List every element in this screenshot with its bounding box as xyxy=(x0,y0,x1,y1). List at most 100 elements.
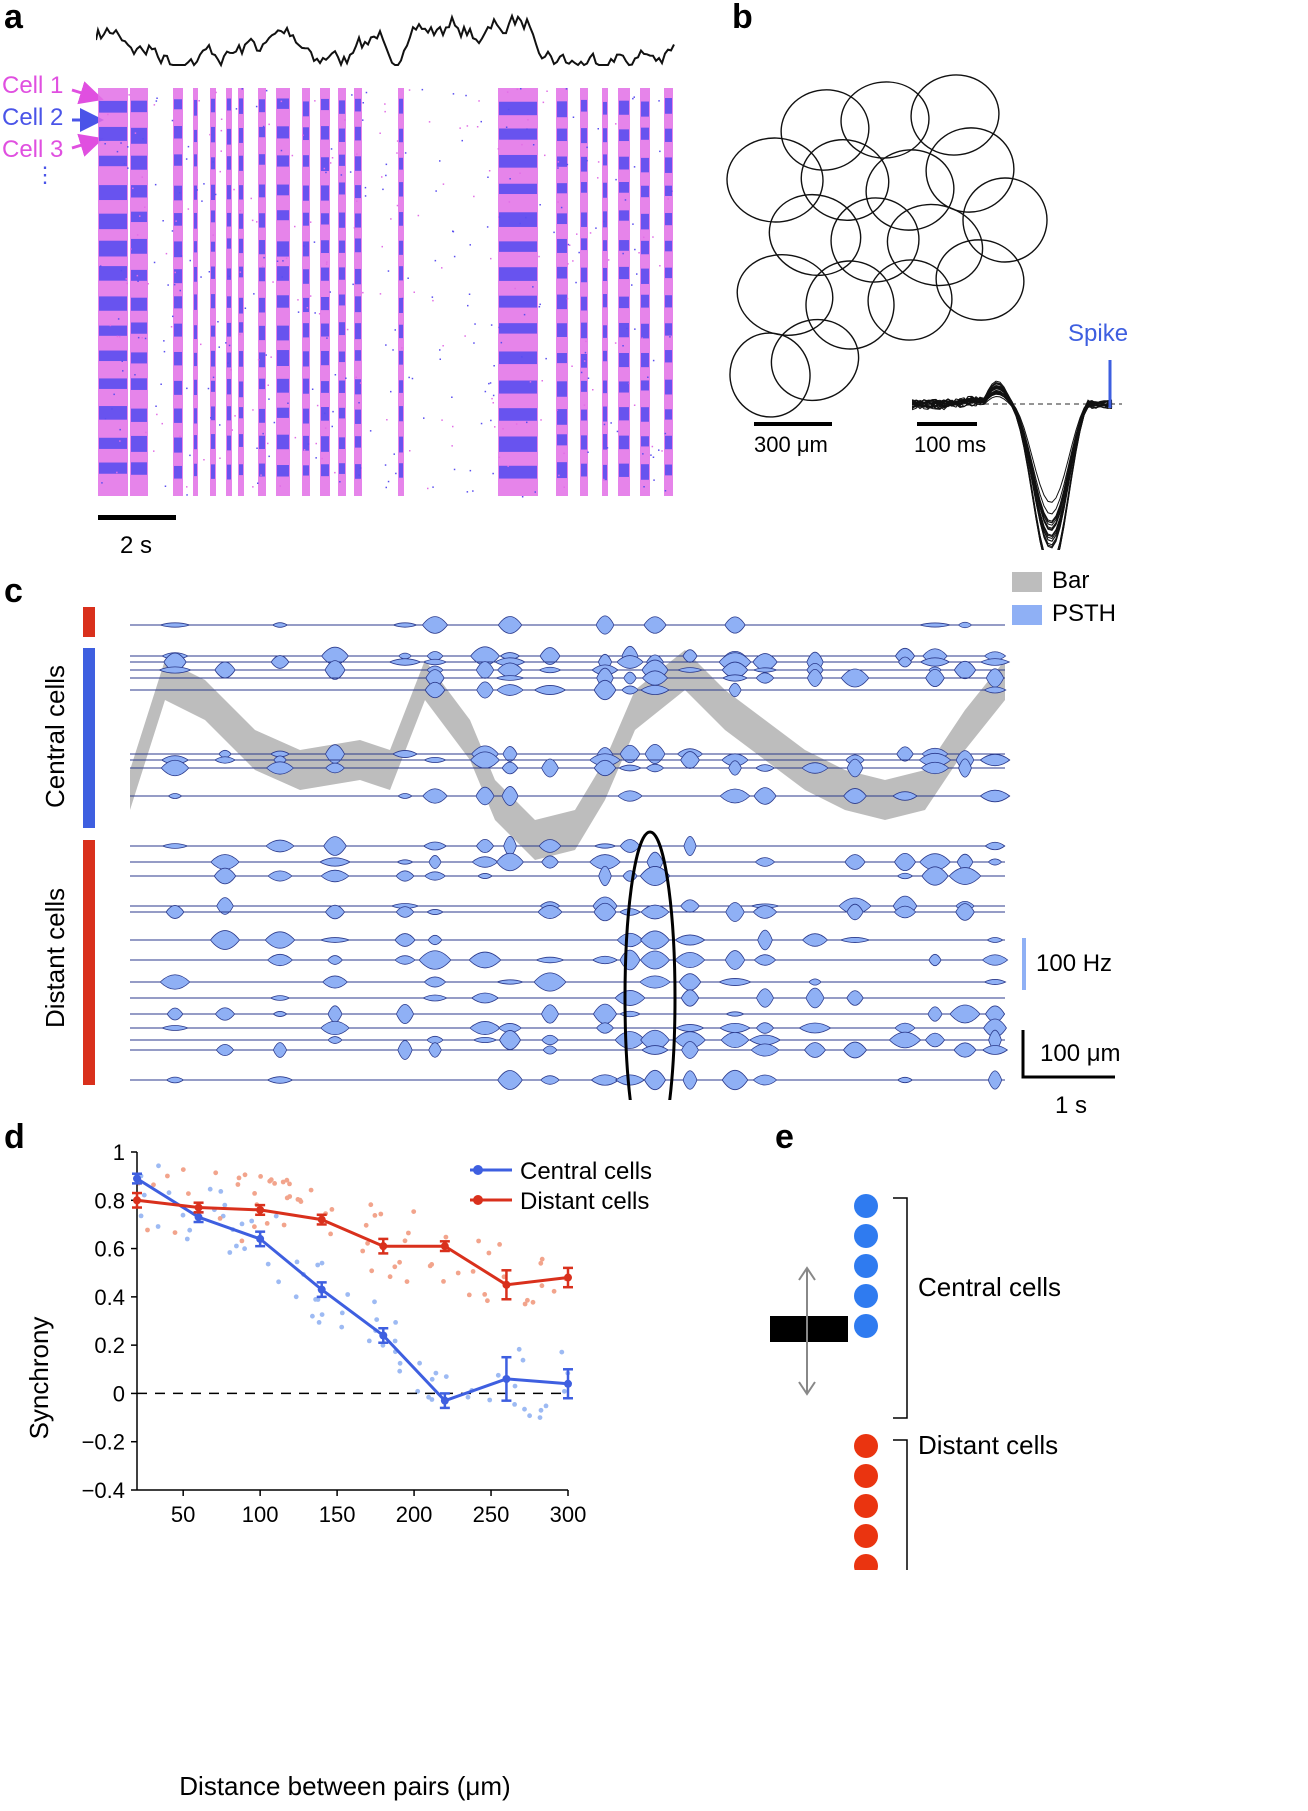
raster-spike xyxy=(153,104,156,106)
pair-point xyxy=(392,1264,398,1270)
pair-point xyxy=(155,1224,161,1229)
cell-1-label: Cell 1 xyxy=(2,72,64,99)
raster-burst xyxy=(194,325,197,340)
raster-spike xyxy=(207,387,210,390)
data-point xyxy=(317,1285,326,1294)
raster-spike xyxy=(603,423,606,426)
raster-spike xyxy=(546,90,548,92)
raster-spike xyxy=(494,426,496,428)
raster-spike xyxy=(116,471,118,474)
receptive-field-ellipse xyxy=(840,81,930,159)
raster-spike xyxy=(365,91,368,94)
raster-spike xyxy=(119,428,121,431)
psth-peak xyxy=(497,616,523,634)
raster-spike xyxy=(423,417,425,419)
raster-column xyxy=(618,88,630,496)
pair-point xyxy=(319,1312,325,1317)
psth-peak xyxy=(271,622,289,628)
raster-spike xyxy=(487,176,489,178)
raster-spike xyxy=(441,419,443,421)
legend-label: Distant cells xyxy=(520,1188,649,1215)
raster-burst xyxy=(399,436,403,453)
raster-burst xyxy=(557,294,567,310)
raster-spike xyxy=(658,449,660,451)
y-tick-label: −0.4 xyxy=(82,1478,125,1503)
psth-peak xyxy=(541,758,559,778)
raster-spike xyxy=(521,143,523,146)
raster-spike xyxy=(358,474,360,476)
raster-burst xyxy=(211,98,215,113)
raster-burst xyxy=(321,157,329,172)
raster-spike xyxy=(142,138,144,140)
pair-point xyxy=(380,1342,386,1348)
psth-peak xyxy=(325,744,345,764)
raster-spike xyxy=(575,281,577,284)
psth-peak xyxy=(681,1041,699,1059)
raster-burst xyxy=(227,406,231,421)
raster-spike xyxy=(584,358,586,361)
psth-peak xyxy=(755,672,775,684)
psth-peak xyxy=(477,873,493,879)
raster-burst xyxy=(259,435,265,449)
raster-spike xyxy=(170,326,173,328)
legend-bar-swatch xyxy=(1012,572,1042,592)
psth-peak xyxy=(319,937,351,943)
raster-burst xyxy=(355,126,361,141)
raster-spike xyxy=(163,340,165,342)
receptive-field-ellipse xyxy=(770,318,860,402)
psth-peak xyxy=(423,976,447,988)
psth-peak xyxy=(165,905,185,919)
raster-spike xyxy=(532,286,534,288)
pair-point xyxy=(267,1178,273,1184)
raster-spike xyxy=(173,283,176,286)
raster-spike xyxy=(239,333,241,336)
raster-spike xyxy=(381,245,383,248)
pair-point xyxy=(172,1230,178,1235)
raster-spike xyxy=(144,206,146,208)
pair-point xyxy=(443,1234,449,1240)
scalebar-2s-label: 2 s xyxy=(120,532,153,559)
psth-peak xyxy=(842,1041,868,1059)
raster-spike xyxy=(359,382,362,384)
raster-spike xyxy=(427,487,429,490)
raster-spike xyxy=(107,113,109,116)
psth-peak xyxy=(750,1043,780,1057)
raster-spike xyxy=(652,359,655,362)
raster-spike xyxy=(384,110,386,113)
raster-spike xyxy=(622,345,624,347)
raster-column xyxy=(226,88,232,496)
receptive-field-ellipse xyxy=(886,203,984,287)
psth-peak xyxy=(957,621,973,629)
pair-point xyxy=(180,1167,186,1172)
psth-peak xyxy=(619,949,641,971)
raster-spike xyxy=(396,152,398,154)
raster-spike xyxy=(587,451,589,453)
raster-burst xyxy=(641,294,649,308)
raster-spike xyxy=(572,116,575,118)
raster-spike xyxy=(661,450,663,452)
raster-spike xyxy=(160,383,162,385)
raster-spike xyxy=(332,410,334,413)
psth-peak xyxy=(470,751,500,769)
raster-burst xyxy=(399,128,403,143)
psth-peak xyxy=(269,750,291,758)
raster-burst xyxy=(99,325,127,336)
schematic-central-label: Central cells xyxy=(918,1272,1062,1302)
raster-spike xyxy=(434,259,437,262)
raster-burst xyxy=(399,266,403,281)
pair-point xyxy=(397,1360,403,1366)
raster-burst xyxy=(239,238,243,254)
pair-point xyxy=(455,1270,461,1276)
raster-burst xyxy=(227,238,231,249)
spike-waveform xyxy=(912,385,1113,550)
raster-burst xyxy=(355,98,361,112)
raster-spike xyxy=(281,276,283,278)
data-point xyxy=(440,1396,449,1405)
scalebar-2s xyxy=(98,515,176,520)
spike-waveform xyxy=(912,384,1113,546)
pair-point xyxy=(486,1250,492,1256)
psth-peak xyxy=(593,679,617,701)
psth-peak xyxy=(641,670,669,686)
raster-spike xyxy=(136,234,139,236)
raster-spike xyxy=(558,474,560,477)
